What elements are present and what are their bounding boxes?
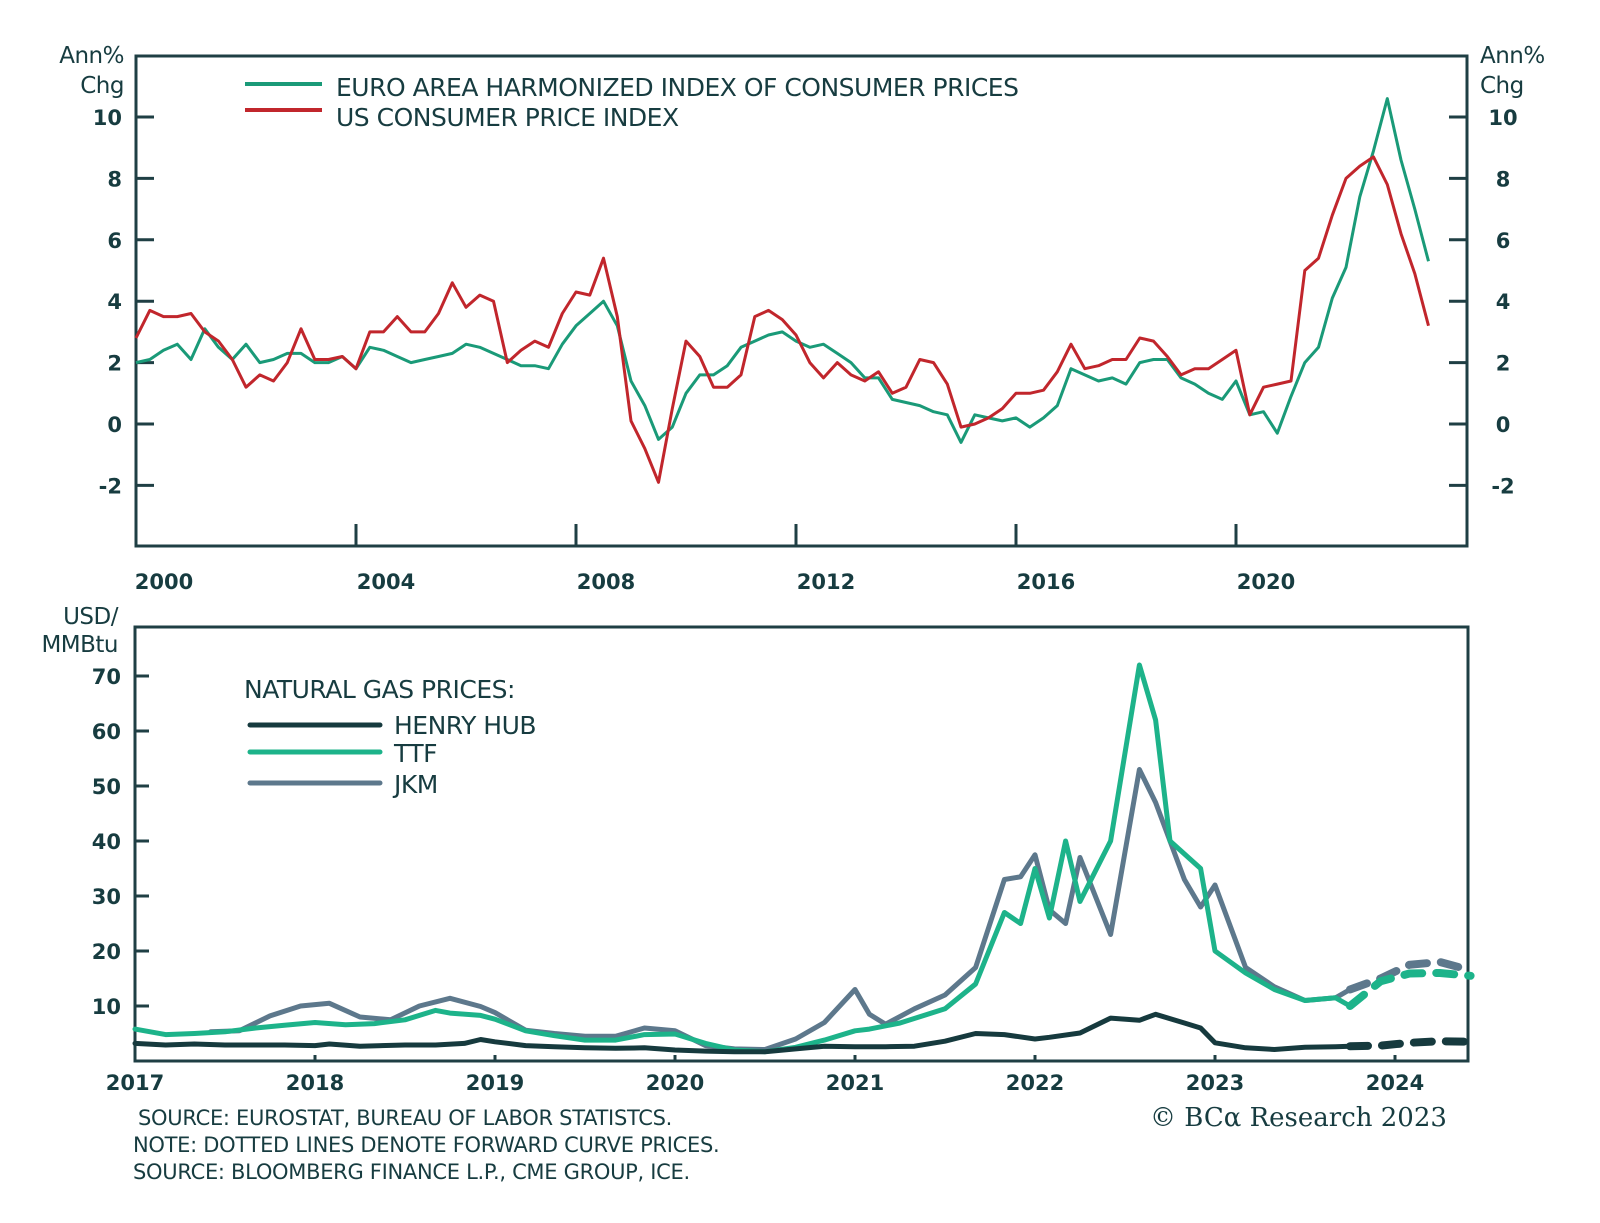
cpi-left-tick-label: 8 (107, 167, 122, 191)
cpi-x-tick-label: 2000 (135, 570, 193, 594)
copyright-label: © BCα Research 2023 (1150, 1103, 1447, 1133)
gas-x-tick-label: 2019 (466, 1071, 524, 1095)
cpi-left-tick-label: -2 (99, 474, 122, 498)
forward-curve-note: NOTE: DOTTED LINES DENOTE FORWARD CURVE … (133, 1133, 720, 1157)
gas-x-tick-label: 2023 (1186, 1071, 1244, 1095)
gas-x-tick-label: 2024 (1366, 1071, 1424, 1095)
cpi-right-tick-label: 6 (1496, 229, 1511, 253)
gas-legend-title: NATURAL GAS PRICES: (244, 675, 515, 704)
cpi-legend: EURO AREA HARMONIZED INDEX OF CONSUMER P… (245, 73, 1019, 132)
cpi-left-tick-label: 6 (107, 229, 122, 253)
legend-label-jkm: JKM (392, 770, 438, 799)
cpi-right-unit-line1: Ann% (1480, 43, 1545, 69)
cpi-right-tick-label: 0 (1496, 413, 1511, 437)
gas-y-tick-label: 50 (92, 775, 121, 799)
cpi-left-unit-line2: Chg (80, 73, 124, 99)
gas-unit-line2: MMBtu (41, 632, 118, 658)
cpi-left-unit-line1: Ann% (59, 43, 124, 69)
cpi-left-tick-label: 0 (107, 413, 122, 437)
legend-label-euro-hicp: EURO AREA HARMONIZED INDEX OF CONSUMER P… (336, 73, 1018, 102)
series-line-henry-hub (132, 1011, 1353, 1055)
cpi-left-tick-label: 2 (107, 352, 122, 376)
cpi-right-tick-label: 10 (1488, 106, 1517, 130)
gas-legend: NATURAL GAS PRICES: HENRY HUB TTF JKM (244, 675, 537, 799)
cpi-right-tick-label: 2 (1496, 352, 1511, 376)
cpi-left-tick-label: 4 (107, 290, 122, 314)
cpi-chart: Ann% Chg Ann% Chg -2 -2 0 0 2 2 4 4 6 6 8 8 10 10 200… (59, 43, 1545, 594)
gas-y-tick-label: 40 (92, 830, 121, 854)
gas-x-tick-label: 2021 (826, 1071, 884, 1095)
series-line-euro-area-harmonized-index-of-consumer-prices (135, 97, 1430, 444)
cpi-right-tick-label: -2 (1491, 474, 1514, 498)
gas-y-tick-label: 70 (92, 665, 121, 689)
gas-price-chart: USD/ MMBtu 10 20 30 40 50 60 70 2017 2018 2019 20… (41, 604, 1475, 1095)
forward-curve-henry-hub (1346, 1037, 1475, 1051)
cpi-x-tick-label: 2020 (1237, 570, 1295, 594)
gas-plot-frame (133, 625, 1470, 1063)
series-line-jkm (208, 767, 1353, 1052)
cpi-right-unit-line2: Chg (1480, 73, 1524, 99)
cpi-right-tick-label: 4 (1496, 290, 1511, 314)
cpi-x-tick-label: 2016 (1017, 570, 1075, 594)
cpi-x-tick-label: 2012 (797, 570, 855, 594)
cpi-left-tick-label: 10 (93, 106, 122, 130)
cpi-x-tick-label: 2008 (577, 570, 635, 594)
gas-y-tick-label: 30 (92, 885, 121, 909)
gas-x-tick-label: 2017 (106, 1071, 164, 1095)
forward-curve-jkm (1346, 957, 1475, 994)
gas-y-tick-label: 10 (92, 995, 121, 1019)
legend-label-us-cpi: US CONSUMER PRICE INDEX (336, 103, 679, 132)
cpi-right-tick-label: 8 (1496, 167, 1511, 191)
gas-x-tick-label: 2018 (286, 1071, 344, 1095)
forward-curve-ttf (1346, 968, 1475, 1010)
legend-label-ttf: TTF (393, 739, 437, 768)
source-note-bottom: SOURCE: BLOOMBERG FINANCE L.P., CME GROU… (133, 1160, 690, 1184)
gas-y-tick-label: 20 (92, 940, 121, 964)
gas-y-tick-label: 60 (92, 720, 121, 744)
legend-label-henry-hub: HENRY HUB (394, 711, 536, 740)
gas-x-tick-label: 2020 (646, 1071, 704, 1095)
gas-x-tick-label: 2022 (1006, 1071, 1064, 1095)
source-note-top: SOURCE: EUROSTAT, BUREAU OF LABOR STATIS… (138, 1106, 673, 1130)
series-line-us-consumer-price-index (134, 155, 1430, 484)
gas-unit-line1: USD/ (63, 604, 119, 630)
cpi-x-tick-label: 2004 (357, 570, 415, 594)
